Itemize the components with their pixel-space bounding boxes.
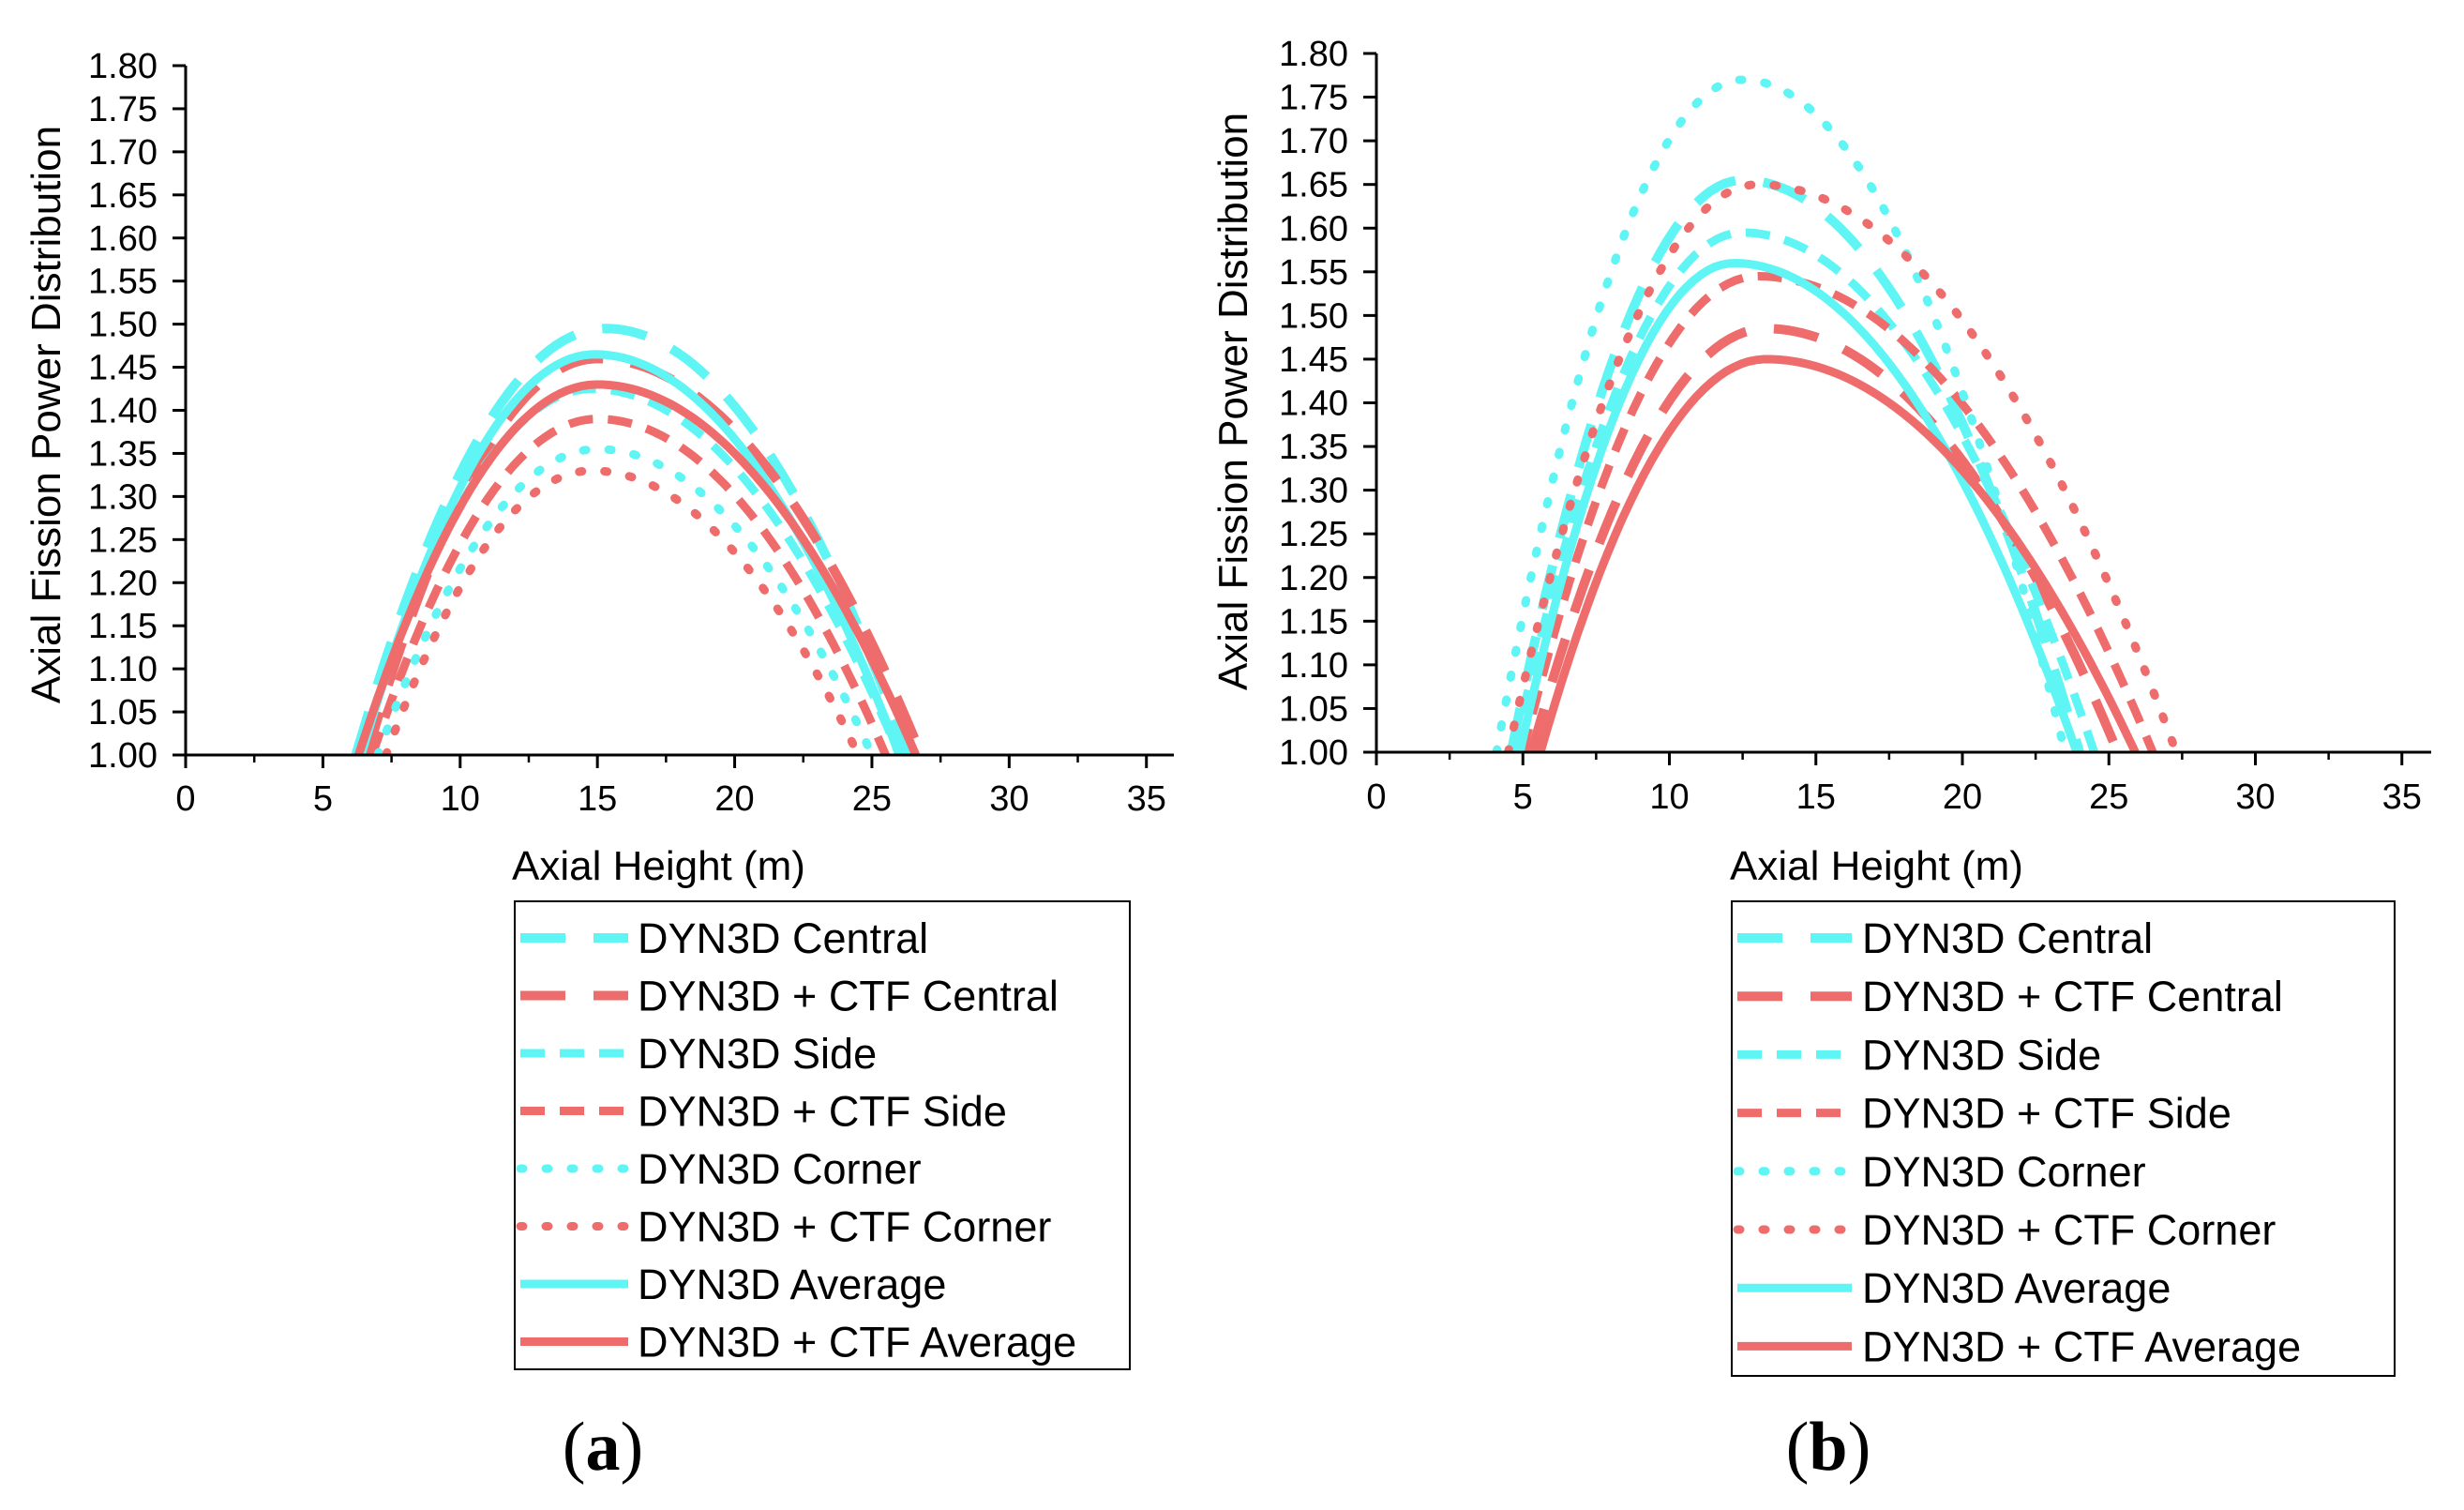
y-tick-label-b-1.55: 1.55 xyxy=(1279,253,1348,293)
x-tick-label-a-25: 25 xyxy=(852,779,892,819)
series-line-b-6 xyxy=(1504,180,2181,752)
x-tick-label-a-20: 20 xyxy=(714,779,754,819)
x-tick-label-b-15: 15 xyxy=(1796,778,1836,817)
x-tick-label-b-0: 0 xyxy=(1366,778,1386,817)
legend-box-a xyxy=(514,900,1131,1370)
legend-b: DYN3D Central DYN3D + CTF Central DYN3D Si… xyxy=(1733,914,2301,1370)
y-tick-label-b-1.30: 1.30 xyxy=(1279,472,1348,511)
series-line-b-8 xyxy=(1536,355,2140,752)
y-tick-label-a-1.00: 1.00 xyxy=(88,736,158,776)
legend-label-a-2: DYN3D + CTF Central xyxy=(638,973,1059,1020)
y-tick-label-b-1.40: 1.40 xyxy=(1279,385,1348,424)
legend-label-b-5: DYN3D Corner xyxy=(1862,1148,2146,1196)
panel-b: 0 5 10 15 20 25 30 35 1.001.051.101.15 1.20 1.25 1.… xyxy=(1210,35,2431,1486)
y-tick-label-b-1.75: 1.75 xyxy=(1279,79,1348,118)
series-line-a-4 xyxy=(368,415,890,755)
axes-a: 0 5 10 15 20 25 30 35 1.00 1.05 1.10 1.15 1.20 1.25 1.… xyxy=(88,47,1174,819)
y-tick-label-b-1.80: 1.80 xyxy=(1279,35,1348,74)
legend-label-b-8: DYN3D + CTF Average xyxy=(1862,1322,2301,1370)
x-tick-label-a-30: 30 xyxy=(989,779,1029,819)
series-line-b-2 xyxy=(1526,324,2123,752)
legend-label-a-5: DYN3D Corner xyxy=(638,1145,922,1193)
legend-label-b-1: DYN3D Central xyxy=(1862,914,2153,962)
y-axis-title-a: Axial Fission Power Distribution xyxy=(23,126,69,703)
x-tick-label-a-35: 35 xyxy=(1127,779,1166,819)
panel-a: 0 5 10 15 20 25 30 35 1.00 1.05 1.10 1.15 1.20 1.25 1.… xyxy=(23,47,1174,1486)
x-tick-label-b-30: 30 xyxy=(2235,778,2275,817)
y-tick-label-a-1.70: 1.70 xyxy=(88,133,158,173)
y-tick-label-b-1.70: 1.70 xyxy=(1279,122,1348,161)
series-line-b-7 xyxy=(1515,258,2081,752)
y-tick-label-b-1.00: 1.00 xyxy=(1279,733,1348,773)
panel-label-a: (a) xyxy=(563,1409,643,1486)
y-tick-label-b-1.45: 1.45 xyxy=(1279,340,1348,380)
series-line-b-5 xyxy=(1492,75,2069,752)
y-tick-label-a-1.10: 1.10 xyxy=(88,650,158,689)
y-tick-label-b-1.65: 1.65 xyxy=(1279,166,1348,205)
y-tick-label-b-1.50: 1.50 xyxy=(1279,296,1348,336)
y-tick-label-a-1.35: 1.35 xyxy=(88,434,158,474)
x-tick-label-b-20: 20 xyxy=(1943,778,1982,817)
y-tick-label-b-1.60: 1.60 xyxy=(1279,209,1348,249)
x-tick-label-a-10: 10 xyxy=(441,779,480,819)
y-tick-label-a-1.15: 1.15 xyxy=(88,607,158,646)
series-line-a-6 xyxy=(382,466,863,755)
y-tick-label-b-1.10: 1.10 xyxy=(1279,646,1348,686)
x-tick-label-a-5: 5 xyxy=(313,779,333,819)
series-group-b xyxy=(1492,75,2181,752)
y-tick-label-a-1.65: 1.65 xyxy=(88,176,158,216)
y-tick-label-b-1.20: 1.20 xyxy=(1279,559,1348,598)
series-line-b-3 xyxy=(1510,228,2098,752)
y-tick-label-a-1.75: 1.75 xyxy=(88,90,158,129)
series-group-a xyxy=(351,324,926,755)
series-line-a-8 xyxy=(354,380,920,755)
legend-label-b-3: DYN3D Side xyxy=(1862,1031,2101,1079)
legend-label-b-6: DYN3D + CTF Corner xyxy=(1862,1206,2276,1254)
legend-label-b-2: DYN3D + CTF Central xyxy=(1862,973,2283,1020)
y-tick-label-b-1.25: 1.25 xyxy=(1279,515,1348,554)
y-tick-label-a-1.45: 1.45 xyxy=(88,349,158,388)
series-line-a-5 xyxy=(373,445,877,755)
y-tick-label-b-1.15: 1.15 xyxy=(1279,602,1348,642)
x-tick-label-b-25: 25 xyxy=(2089,778,2128,817)
y-tick-label-a-1.60: 1.60 xyxy=(88,219,158,259)
x-tick-label-b-35: 35 xyxy=(2382,778,2422,817)
x-axis-title-a: Axial Height (m) xyxy=(512,843,805,889)
legend-a: DYN3D Central DYN3D + CTF Central DYN3D Si… xyxy=(516,914,1076,1367)
y-tick-label-a-1.55: 1.55 xyxy=(88,263,158,302)
x-tick-label-b-10: 10 xyxy=(1649,778,1689,817)
legend-label-a-8: DYN3D + CTF Average xyxy=(638,1319,1076,1367)
legend-label-a-1: DYN3D Central xyxy=(638,914,928,962)
y-tick-label-a-1.20: 1.20 xyxy=(88,564,158,603)
panel-label-b: (b) xyxy=(1786,1409,1871,1486)
y-tick-label-a-1.40: 1.40 xyxy=(88,392,158,431)
legend-label-b-7: DYN3D Average xyxy=(1862,1264,2171,1312)
legend-label-a-7: DYN3D Average xyxy=(638,1261,946,1308)
y-tick-label-b-1.05: 1.05 xyxy=(1279,689,1348,729)
legend-label-a-3: DYN3D Side xyxy=(638,1030,877,1078)
y-tick-label-b-1.35: 1.35 xyxy=(1279,428,1348,467)
y-tick-label-a-1.25: 1.25 xyxy=(88,521,158,560)
y-axis-title-b: Axial Fission Power Distribution xyxy=(1210,113,1256,690)
legend-box-b xyxy=(1731,900,2396,1377)
axes-b: 0 5 10 15 20 25 30 35 1.001.051.101.15 1.20 1.25 1.… xyxy=(1279,35,2431,817)
y-tick-label-a-1.80: 1.80 xyxy=(88,47,158,86)
legend-label-a-6: DYN3D + CTF Corner xyxy=(638,1203,1051,1251)
y-tick-label-a-1.50: 1.50 xyxy=(88,306,158,345)
x-tick-label-b-5: 5 xyxy=(1513,778,1533,817)
x-tick-label-a-15: 15 xyxy=(578,779,617,819)
y-tick-label-a-1.05: 1.05 xyxy=(88,693,158,732)
series-line-a-7 xyxy=(357,350,904,755)
legend-label-a-4: DYN3D + CTF Side xyxy=(638,1088,1007,1136)
y-tick-label-a-1.30: 1.30 xyxy=(88,477,158,517)
legend-label-b-4: DYN3D + CTF Side xyxy=(1862,1090,2231,1138)
x-axis-title-b: Axial Height (m) xyxy=(1730,843,2023,889)
x-tick-label-a-0: 0 xyxy=(175,779,195,819)
series-line-b-4 xyxy=(1518,271,2157,752)
